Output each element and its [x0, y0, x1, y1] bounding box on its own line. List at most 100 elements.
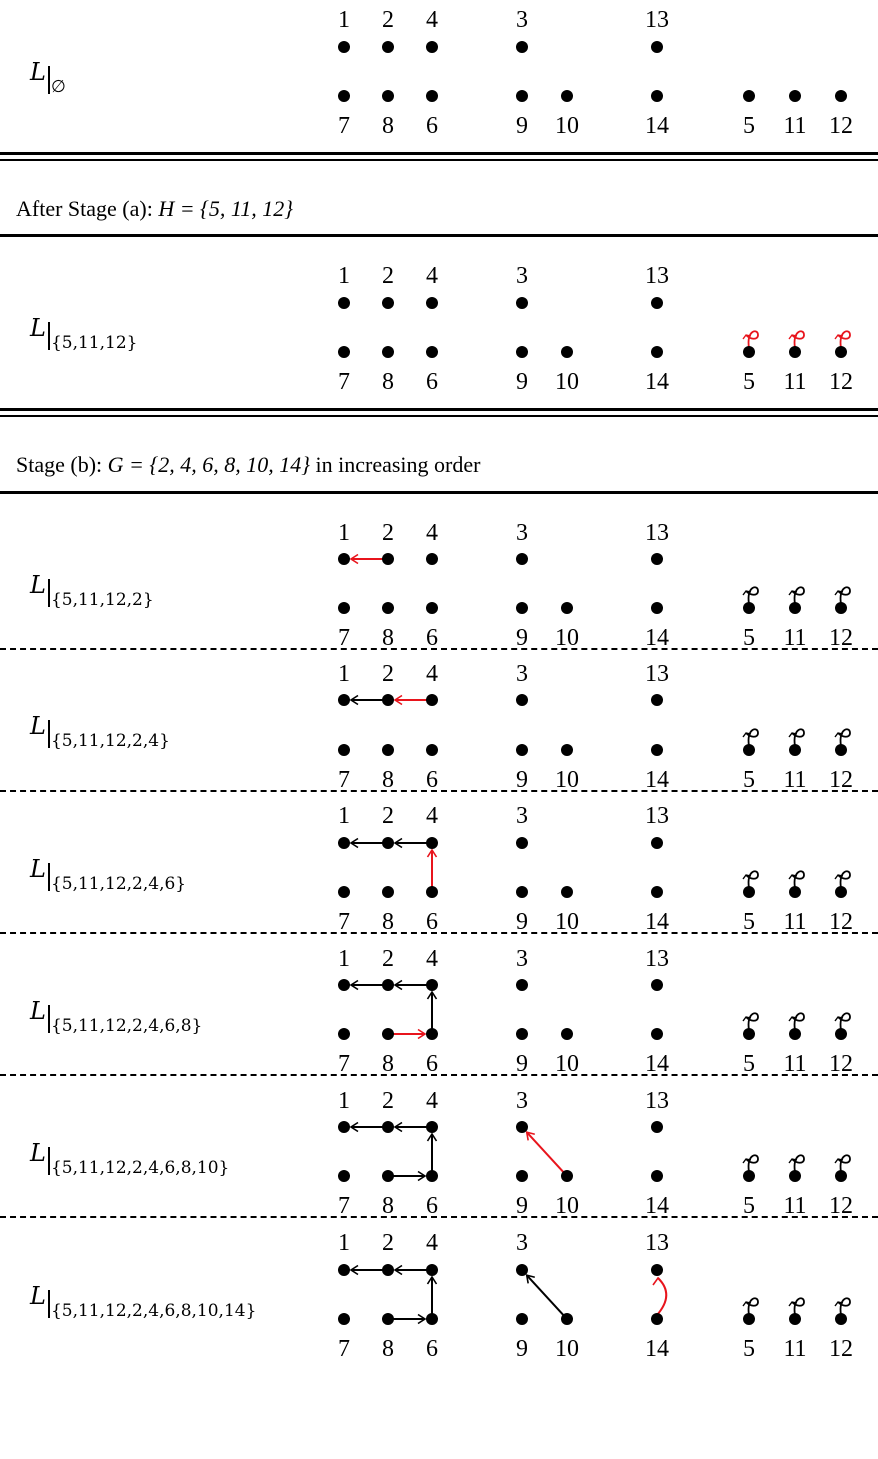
self-loop-12-row-5 [837, 1012, 851, 1031]
node-5-row-0 [743, 90, 755, 102]
node-label-11-row-2: 11 [783, 625, 806, 651]
self-loop-5-row-3-head [742, 732, 752, 738]
node-label-6-row-1: 6 [426, 369, 438, 395]
node-label-8-row-4: 8 [382, 909, 394, 935]
node-14-row-2 [651, 602, 663, 614]
double-rule-top-2 [0, 159, 878, 161]
node-label-2-row-5: 2 [382, 946, 394, 972]
node-7-row-4 [338, 886, 350, 898]
node-4-row-5 [426, 979, 438, 991]
node-label-7-row-1: 7 [338, 369, 350, 395]
node-label-12-row-5: 12 [829, 1051, 853, 1077]
node-label-8-row-3: 8 [382, 767, 394, 793]
node-12-row-6 [835, 1170, 847, 1182]
dashed-separator-4 [0, 1074, 878, 1076]
row-label-1: L{5,11,12} [30, 314, 138, 353]
node-1-row-4 [338, 837, 350, 849]
node-label-2-row-0: 2 [382, 7, 394, 33]
dashed-separator-5 [0, 1216, 878, 1218]
node-label-7-row-6: 7 [338, 1193, 350, 1219]
self-loop-11-row-3 [791, 728, 805, 747]
node-label-1-row-3: 1 [338, 661, 350, 687]
new-edge-14-13-row-7-head [652, 1276, 664, 1286]
node-label-3-row-5: 3 [516, 946, 528, 972]
node-label-4-row-3: 4 [426, 661, 438, 687]
node-14-row-3 [651, 744, 663, 756]
node-label-11-row-5: 11 [783, 1051, 806, 1077]
node-3-row-0 [516, 41, 528, 53]
node-label-11-row-4: 11 [783, 909, 806, 935]
self-loop-11-row-3-head [788, 732, 798, 738]
edge-8-6-row-6-head [417, 1170, 427, 1182]
node-label-12-row-4: 12 [829, 909, 853, 935]
self-loop-12-row-3 [837, 728, 851, 747]
node-10-row-7 [561, 1313, 573, 1325]
node-label-2-row-1: 2 [382, 263, 394, 289]
self-loop-5-row-6 [745, 1154, 759, 1173]
node-6-row-6 [426, 1170, 438, 1182]
self-loop-12-row-2 [837, 586, 851, 605]
double-rule-mid-2 [0, 415, 878, 417]
node-10-row-0 [561, 90, 573, 102]
edge-2-1-row-7-head [349, 1264, 359, 1276]
node-11-row-3 [789, 744, 801, 756]
node-label-6-row-3: 6 [426, 767, 438, 793]
node-label-7-row-5: 7 [338, 1051, 350, 1077]
node-7-row-6 [338, 1170, 350, 1182]
node-13-row-1 [651, 297, 663, 309]
node-label-1-row-4: 1 [338, 803, 350, 829]
edge-6-4-row-6-head [426, 1132, 438, 1142]
dashed-separator-2 [0, 790, 878, 792]
self-loop-5-row-3 [745, 728, 759, 747]
node-9-row-0 [516, 90, 528, 102]
rule-after-stage-a [0, 234, 878, 237]
node-12-row-7 [835, 1313, 847, 1325]
node-label-10-row-0: 10 [555, 113, 579, 139]
new-edge-10-3-row-6 [525, 1131, 566, 1175]
double-rule-mid-1 [0, 408, 878, 411]
node-1-row-3 [338, 694, 350, 706]
self-loop-11-row-4-head [788, 874, 798, 880]
node-label-10-row-7: 10 [555, 1336, 579, 1362]
node-13-row-3 [651, 694, 663, 706]
node-14-row-0 [651, 90, 663, 102]
node-9-row-5 [516, 1028, 528, 1040]
edge-2-1-row-6-head [349, 1121, 359, 1133]
node-9-row-4 [516, 886, 528, 898]
node-13-row-2 [651, 553, 663, 565]
node-label-10-row-6: 10 [555, 1193, 579, 1219]
node-2-row-1 [382, 297, 394, 309]
self-loop-11-row-2 [791, 586, 805, 605]
self-loop-5-row-4 [745, 870, 759, 889]
node-label-10-row-3: 10 [555, 767, 579, 793]
node-label-5-row-7: 5 [743, 1336, 755, 1362]
node-label-3-row-3: 3 [516, 661, 528, 687]
row-label-0: L∅ [30, 58, 66, 97]
node-label-2-row-4: 2 [382, 803, 394, 829]
node-label-13-row-4: 13 [645, 803, 669, 829]
node-5-row-4 [743, 886, 755, 898]
new-self-loop-5-row-1-head [742, 334, 752, 340]
edge-10-3-row-7 [525, 1274, 566, 1318]
node-label-14-row-5: 14 [645, 1051, 669, 1077]
node-label-11-row-3: 11 [783, 767, 806, 793]
row-label-2: L{5,11,12,2} [30, 571, 154, 610]
node-label-12-row-1: 12 [829, 369, 853, 395]
node-label-8-row-1: 8 [382, 369, 394, 395]
node-label-7-row-4: 7 [338, 909, 350, 935]
node-9-row-1 [516, 346, 528, 358]
node-label-12-row-2: 12 [829, 625, 853, 651]
row-label-5: L{5,11,12,2,4,6,8} [30, 997, 203, 1036]
node-label-1-row-0: 1 [338, 7, 350, 33]
node-label-8-row-5: 8 [382, 1051, 394, 1077]
node-3-row-3 [516, 694, 528, 706]
node-8-row-1 [382, 346, 394, 358]
row-label-7: L{5,11,12,2,4,6,8,10,14} [30, 1282, 257, 1321]
node-4-row-7 [426, 1264, 438, 1276]
stage-a-header: After Stage (a): H = {5, 11, 12} [16, 196, 294, 221]
node-10-row-5 [561, 1028, 573, 1040]
edge-6-4-row-7-head [426, 1275, 438, 1285]
node-label-11-row-7: 11 [783, 1336, 806, 1362]
node-14-row-5 [651, 1028, 663, 1040]
